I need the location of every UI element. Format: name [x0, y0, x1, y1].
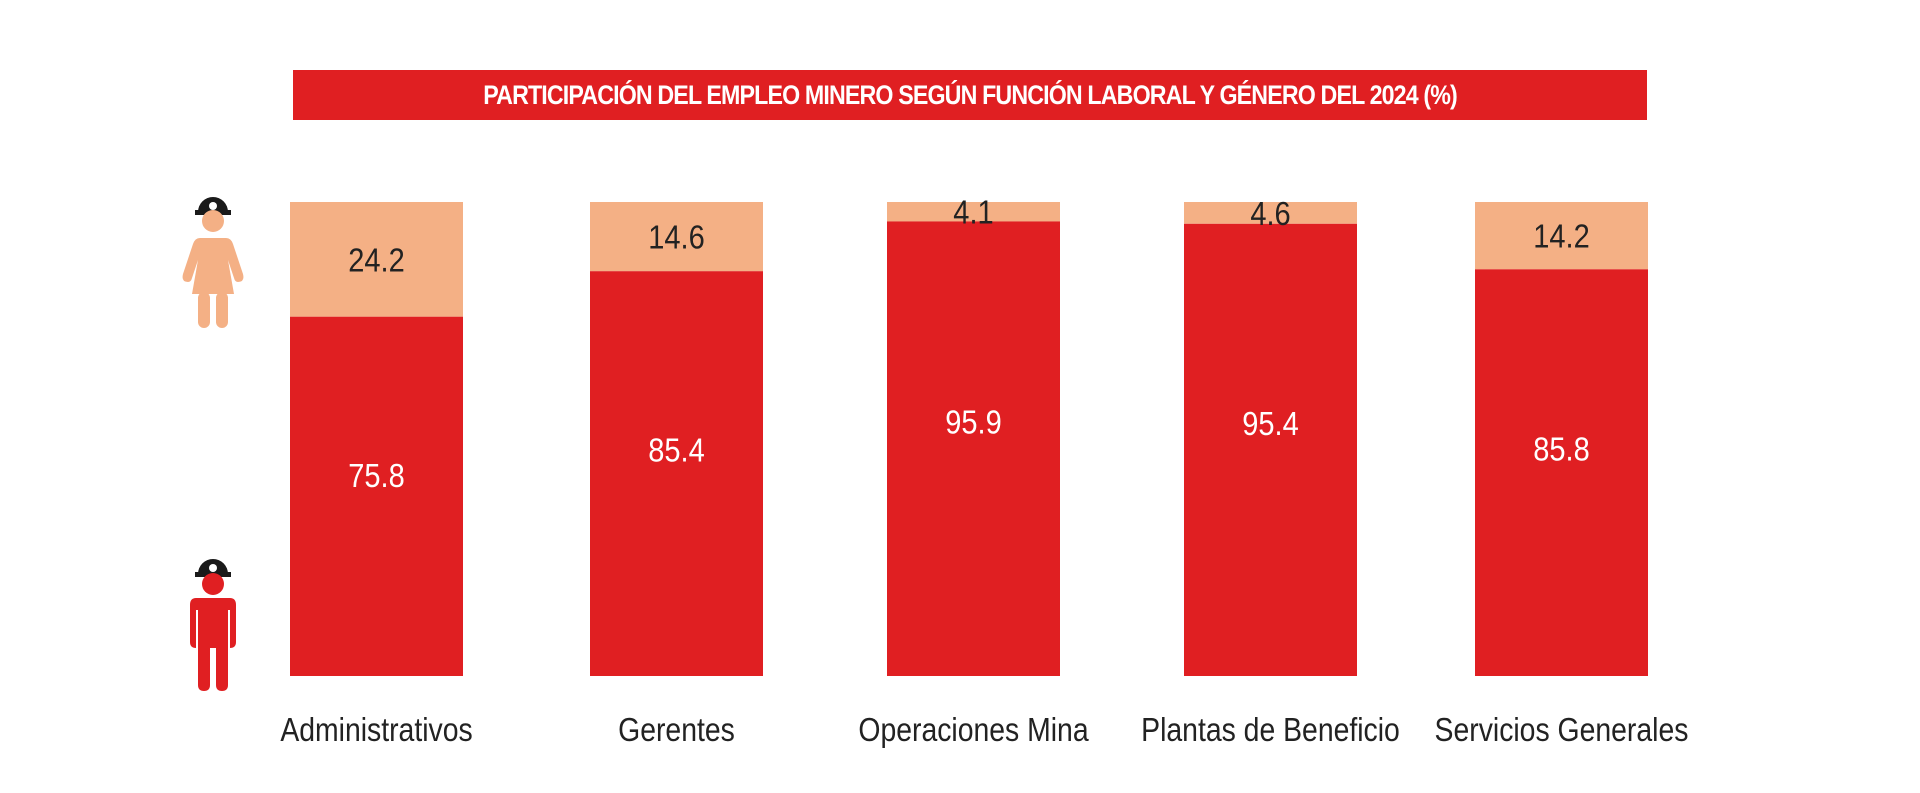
- data-label-men: 95.4: [1242, 405, 1299, 442]
- bar-segment-men: [887, 221, 1060, 676]
- female-miner-icon: [178, 186, 248, 331]
- data-label-women: 14.2: [1533, 218, 1590, 255]
- category-label: Administrativos: [280, 711, 472, 749]
- bar-segment-men: [1475, 269, 1648, 676]
- data-label-men: 85.8: [1533, 431, 1590, 468]
- chart-title: PARTICIPACIÓN DEL EMPLEO MINERO SEGÚN FU…: [483, 79, 1458, 110]
- bar-segment-men: [1184, 223, 1357, 676]
- male-miner-icon: [178, 548, 248, 693]
- category-label: Plantas de Beneficio: [1141, 711, 1400, 749]
- bar-segment-women: [1475, 202, 1648, 270]
- category-label: Operaciones Mina: [858, 711, 1089, 749]
- category-label: Gerentes: [618, 711, 735, 749]
- data-label-men: 85.4: [648, 432, 705, 469]
- bar-segment-men: [290, 316, 463, 676]
- data-label-women: 4.6: [1250, 195, 1290, 232]
- data-label-men: 95.9: [945, 404, 1002, 441]
- bar-segment-women: [590, 202, 763, 272]
- chart-title-band: PARTICIPACIÓN DEL EMPLEO MINERO SEGÚN FU…: [293, 70, 1647, 120]
- data-label-women: 24.2: [348, 242, 405, 279]
- data-label-women: 4.1: [953, 194, 993, 231]
- bar-segment-women: [887, 202, 1060, 222]
- bar-segment-men: [590, 271, 763, 676]
- data-label-women: 14.6: [648, 219, 705, 256]
- category-label: Servicios Generales: [1435, 711, 1689, 749]
- data-label-men: 75.8: [348, 457, 405, 494]
- bar-segment-women: [1184, 202, 1357, 224]
- bar-segment-women: [290, 202, 463, 317]
